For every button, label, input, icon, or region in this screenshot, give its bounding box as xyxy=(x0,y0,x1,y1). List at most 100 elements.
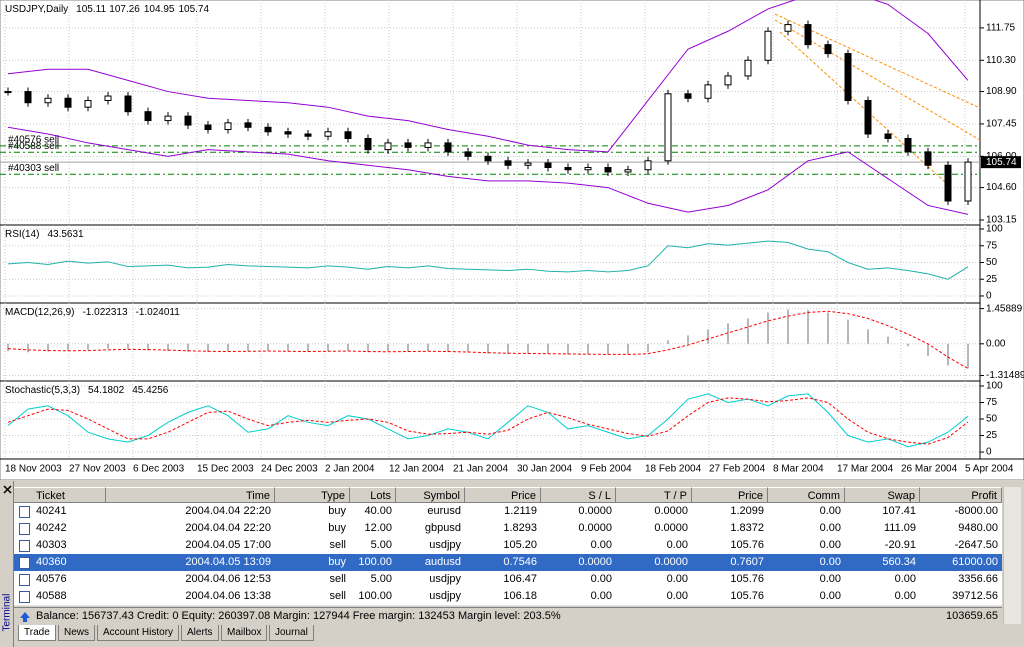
indicator-header: Stochastic(5,3,3) 54.1802 45.4256 xyxy=(5,385,169,396)
order-icon xyxy=(19,557,30,569)
column-header[interactable]: Comm xyxy=(768,487,845,503)
order-cell: sell xyxy=(329,573,346,585)
candle xyxy=(64,97,72,108)
candle xyxy=(804,24,812,46)
order-icon xyxy=(19,591,30,603)
order-cell: 105.76 xyxy=(730,590,764,602)
column-header[interactable]: Type xyxy=(275,487,350,503)
y-tick-label: 25 xyxy=(986,274,998,285)
indicator-text: -1.022313 xyxy=(82,307,127,318)
candle xyxy=(884,133,892,139)
close-button[interactable] xyxy=(1,483,14,497)
candle xyxy=(944,164,952,202)
tab[interactable]: Mailbox xyxy=(221,625,268,641)
summary-total: 103659.65 xyxy=(946,610,998,622)
tab[interactable]: Journal xyxy=(269,625,314,641)
x-tick-label: 27 Feb 2004 xyxy=(709,464,766,475)
candle xyxy=(384,142,392,151)
column-header[interactable]: Time xyxy=(106,487,275,503)
candle xyxy=(364,137,372,151)
terminal: Terminal Ticket Time Type Lots Symbol Price S … xyxy=(0,481,1024,647)
candle xyxy=(744,59,752,77)
order-cell: 40303 xyxy=(36,539,67,551)
candle xyxy=(704,84,712,99)
candle xyxy=(284,131,292,135)
tab[interactable]: Trade xyxy=(18,625,56,641)
candle xyxy=(444,142,452,153)
tab[interactable]: Account History xyxy=(97,625,180,641)
x-tick-label: 8 Mar 2004 xyxy=(773,464,824,475)
y-tick-label: 50 xyxy=(986,414,998,425)
tab[interactable]: Alerts xyxy=(181,625,219,641)
candle xyxy=(644,160,652,171)
candle xyxy=(584,166,592,171)
order-cell: 0.0000 xyxy=(654,556,688,568)
order-cell: 105.76 xyxy=(730,539,764,551)
order-cell: eurusd xyxy=(427,505,461,517)
order-cell: 100.00 xyxy=(358,556,392,568)
macd-signal xyxy=(7,310,969,369)
indicator-text: Stochastic(5,3,3) xyxy=(5,385,80,396)
order-label: #40576 sell xyxy=(8,134,59,145)
column-header[interactable]: Swap xyxy=(845,487,920,503)
order-row[interactable]: 40303 2004.04.05 17:00 sell 5.00 usdjpy 105.2… xyxy=(14,537,1002,555)
order-cell: 1.8293 xyxy=(503,522,537,534)
x-tick-label: 15 Dec 2003 xyxy=(197,464,254,475)
candle xyxy=(324,131,332,137)
summary-row: Balance: 156737.43 Credit: 0 Equity: 260… xyxy=(14,607,1002,625)
order-row[interactable]: 40242 2004.04.04 22:20 buy 12.00 gbpusd 1.829… xyxy=(14,520,1002,538)
order-cell: 61000.00 xyxy=(952,556,998,568)
column-header[interactable]: Profit xyxy=(920,487,1002,503)
column-header[interactable]: Symbol xyxy=(396,487,465,503)
column-header[interactable]: T / P xyxy=(616,487,692,503)
order-cell: 2004.04.04 22:20 xyxy=(185,505,271,517)
tab[interactable]: News xyxy=(58,625,96,641)
order-cell: 105.20 xyxy=(503,539,537,551)
column-header[interactable]: Price xyxy=(465,487,541,503)
column-header[interactable]: Lots xyxy=(350,487,396,503)
order-row[interactable]: 40576 2004.04.06 12:53 sell 5.00 usdjpy 106.4… xyxy=(14,571,1002,589)
candle xyxy=(844,53,852,101)
order-cell: 12.00 xyxy=(364,522,392,534)
x-tick-label: 2 Jan 2004 xyxy=(325,464,375,475)
scrollbar[interactable] xyxy=(1003,487,1021,624)
order-cell: 0.0000 xyxy=(578,505,612,517)
bollinger-upper xyxy=(7,0,969,153)
order-icon xyxy=(19,506,30,518)
order-cell: 0.00 xyxy=(894,590,916,602)
indicator-text: 54.1802 xyxy=(88,385,125,396)
candle xyxy=(544,162,552,168)
order-cell: 2004.04.05 13:09 xyxy=(185,556,271,568)
order-cell: audusd xyxy=(424,556,461,568)
order-icon xyxy=(19,574,30,586)
candle xyxy=(4,91,12,94)
candle xyxy=(424,142,432,148)
order-row[interactable]: 40360 2004.04.05 13:09 buy 100.00 audusd 0.75… xyxy=(14,554,1002,572)
candle xyxy=(524,162,532,166)
order-cell: 40588 xyxy=(36,590,67,602)
order-cell: 0.0000 xyxy=(654,522,688,534)
indicator-header: MACD(12,26,9) -1.022313 -1.024011 xyxy=(5,307,180,318)
y-tick-label: 107.45 xyxy=(986,119,1017,130)
order-cell: 0.00 xyxy=(590,573,612,585)
order-cell: 40242 xyxy=(36,522,67,534)
order-row[interactable]: 40588 2004.04.06 13:38 sell 100.00 usdjpy 106… xyxy=(14,588,1002,606)
order-cell: 0.00 xyxy=(894,573,916,585)
y-tick-label: 111.75 xyxy=(986,23,1016,34)
order-cell: 0.0000 xyxy=(654,505,688,517)
column-header[interactable]: Ticket xyxy=(14,487,106,503)
column-header[interactable]: Price xyxy=(692,487,768,503)
order-cell: 0.0000 xyxy=(578,556,612,568)
order-cell: 0.00 xyxy=(819,522,841,534)
indicator-line xyxy=(7,240,969,280)
x-tick-label: 17 Mar 2004 xyxy=(837,464,894,475)
column-header[interactable]: S / L xyxy=(541,487,616,503)
indicator-text: -1.024011 xyxy=(136,307,181,318)
bollinger-lower xyxy=(7,126,969,215)
order-cell: 0.00 xyxy=(819,590,841,602)
indicator-text: 45.4256 xyxy=(132,385,169,396)
y-tick-label: 25 xyxy=(986,430,998,441)
order-row[interactable]: 40241 2004.04.04 22:20 buy 40.00 eurusd 1.211… xyxy=(14,503,1002,521)
order-cell: 107.41 xyxy=(882,505,916,517)
candle xyxy=(124,95,132,113)
